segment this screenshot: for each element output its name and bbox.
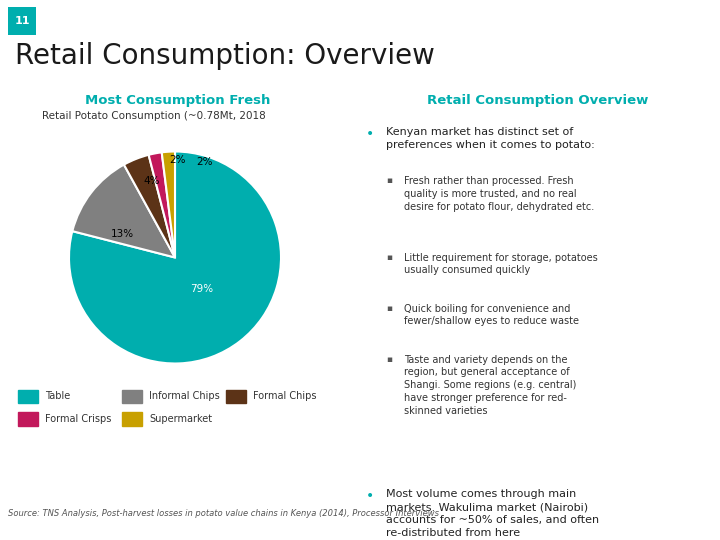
Text: Retail Potato Consumption (~0.78Mt, 2018: Retail Potato Consumption (~0.78Mt, 2018 [42,111,266,122]
Text: Supermarket: Supermarket [149,414,212,424]
Text: 13%: 13% [110,229,134,239]
Bar [18,412,38,426]
Text: Little requirement for storage, potatoes
usually consumed quickly: Little requirement for storage, potatoes… [404,253,598,275]
Text: ▪: ▪ [387,176,392,185]
Text: Fresh rather than processed. Fresh
quality is more trusted, and no real
desire f: Fresh rather than processed. Fresh quali… [404,176,594,212]
Text: Quick boiling for convenience and
fewer/shallow eyes to reduce waste: Quick boiling for convenience and fewer/… [404,303,579,326]
Text: Taste and variety depends on the
region, but general acceptance of
Shangi. Some : Taste and variety depends on the region,… [404,355,577,416]
Text: TechnoServe | 112: TechnoServe | 112 [621,519,712,529]
Text: 2%: 2% [197,157,213,167]
Bar [122,389,143,403]
Text: ▪: ▪ [387,303,392,313]
Text: •: • [366,127,374,141]
Text: Formal Crisps: Formal Crisps [45,414,112,424]
Text: Retail Consumption Overview: Retail Consumption Overview [427,94,648,107]
Bar [226,389,246,403]
Wedge shape [638,502,688,512]
Text: 4%: 4% [143,176,160,186]
Text: Most Consumption Fresh: Most Consumption Fresh [85,94,271,107]
Text: 2%: 2% [169,155,185,165]
Text: Table: Table [45,392,71,401]
Wedge shape [124,155,175,258]
Text: Kenyan market has distinct set of
preferences when it comes to potato:: Kenyan market has distinct set of prefer… [387,127,595,150]
Text: •: • [366,489,374,503]
Text: Most volume comes through main
markets. Wakulima market (Nairobi)
accounts for ~: Most volume comes through main markets. … [387,489,600,538]
Bar [18,389,38,403]
Wedge shape [69,152,281,363]
Wedge shape [148,152,175,258]
Text: 79%: 79% [190,284,213,294]
Bar [122,412,143,426]
Wedge shape [72,165,175,258]
Text: 11: 11 [14,16,30,26]
Wedge shape [162,152,175,258]
Text: Formal Chips: Formal Chips [253,392,316,401]
Text: Source: TNS Analysis, Post-harvest losses in potato value chains in Kenya (2014): Source: TNS Analysis, Post-harvest losse… [8,510,439,518]
Text: ▪: ▪ [387,253,392,261]
Text: ▪: ▪ [387,355,392,363]
Text: Retail Consumption: Overview: Retail Consumption: Overview [15,42,435,70]
Text: Informal Chips: Informal Chips [149,392,220,401]
